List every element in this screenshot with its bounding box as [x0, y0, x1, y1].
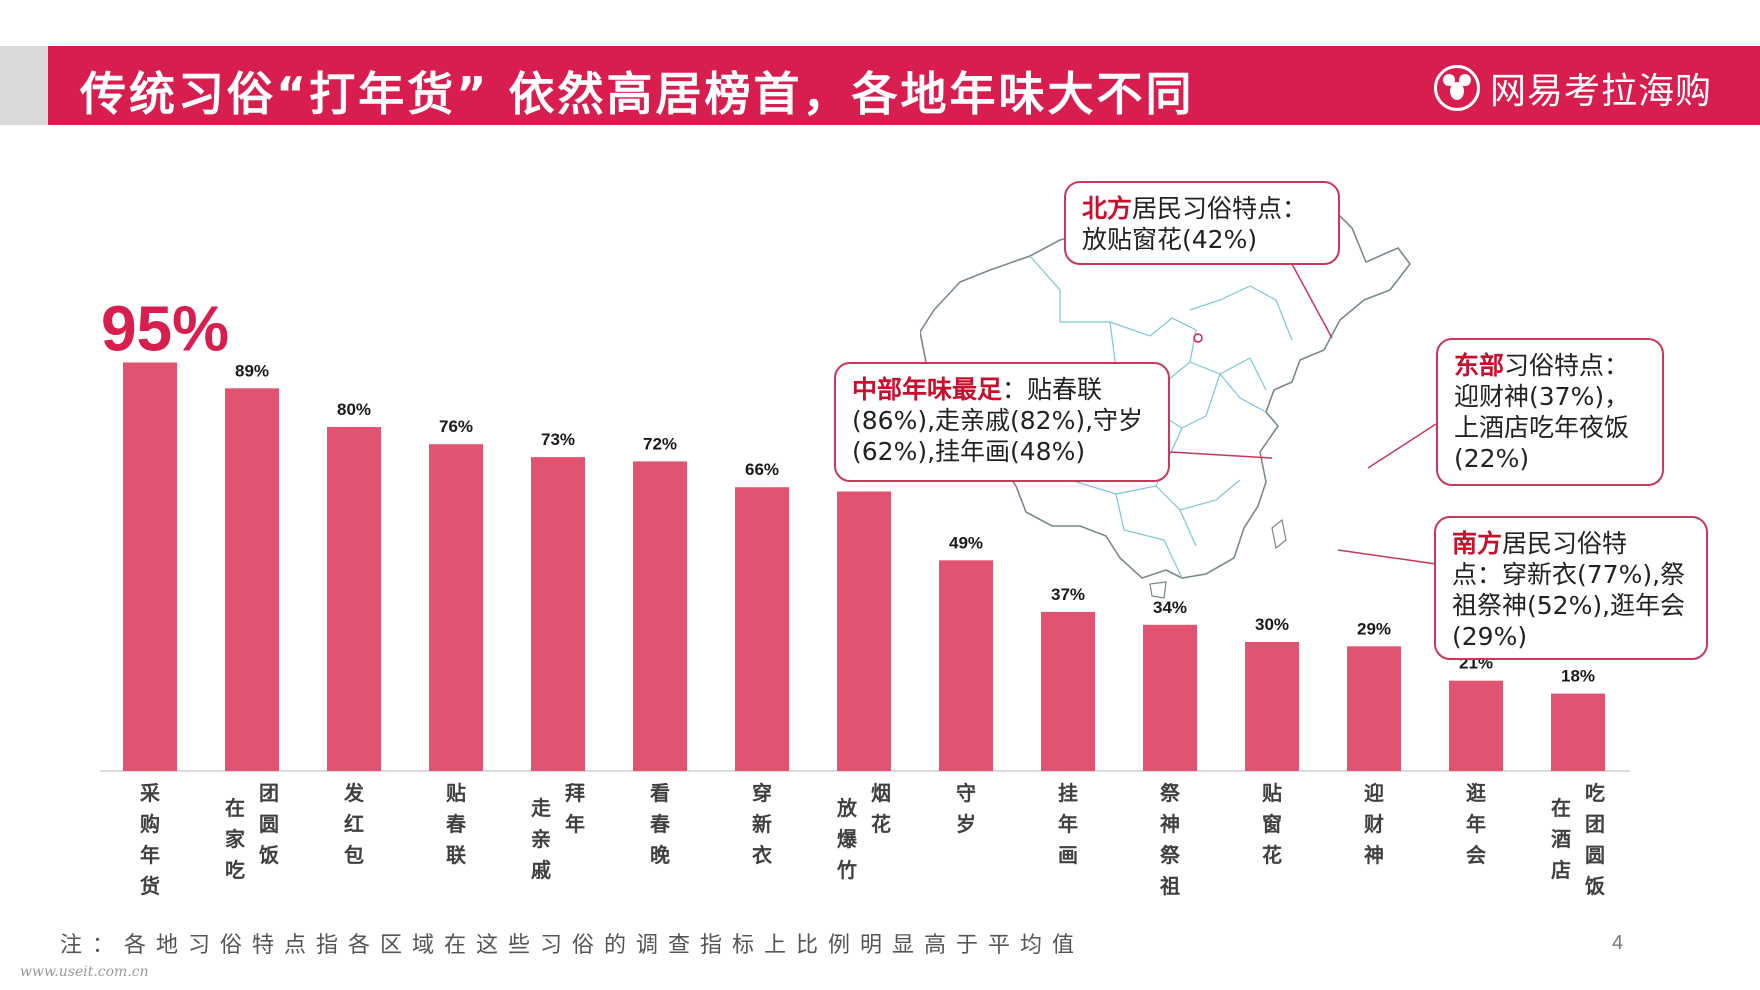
bar-8	[939, 560, 993, 771]
taiwan-outline	[1271, 518, 1287, 550]
category-label-5-0: 看春晚	[649, 781, 671, 867]
value-label-6: 66%	[745, 460, 779, 479]
hainan-outline	[1149, 581, 1167, 599]
callout-central-text3: (62%),挂年画(48%)	[852, 437, 1086, 466]
category-label-2-0: 发红包	[343, 781, 365, 867]
category-label-1-1: 在家吃	[225, 796, 246, 882]
bar-0	[123, 362, 177, 771]
south-connector	[1337, 549, 1437, 565]
category-label-8-0: 守岁	[956, 781, 976, 836]
category-label-4-1: 走亲戚	[531, 796, 551, 882]
callout-south: 南方居民习俗特 点：穿新衣(77%),祭 祖祭神(52%),逛年会 (29%)	[1434, 516, 1708, 660]
category-label-9-0: 挂年画	[1058, 781, 1078, 867]
watermark: www.useit.com.cn	[20, 964, 149, 980]
category-label-14-0: 吃团圆饭	[1585, 781, 1605, 898]
category-label-14-1: 在酒店	[1551, 796, 1571, 882]
bar-14	[1551, 693, 1605, 771]
bar-1	[225, 388, 279, 771]
value-label-10: 34%	[1153, 598, 1187, 617]
category-label-4-0: 拜年	[565, 781, 585, 836]
page-title: 传统习俗“打年货” 依然高居榜首，各地年味大不同	[80, 67, 1195, 121]
value-label-4: 73%	[541, 430, 575, 449]
category-label-7-1: 放爆竹	[836, 796, 858, 882]
callout-north: 北方居民习俗特点： 放贴窗花(42%)	[1064, 181, 1340, 265]
callout-south-text4: (29%)	[1452, 622, 1528, 651]
bar-6	[735, 487, 789, 771]
callout-east-text3: 上酒店吃年夜饭	[1454, 413, 1630, 442]
callout-east-highlight: 东部	[1454, 351, 1505, 380]
category-label-1-0: 团圆饭	[259, 781, 279, 867]
callout-east: 东部习俗特点： 迎财神(37%)， 上酒店吃年夜饭 (22%)	[1436, 338, 1664, 486]
footnote: 注：各地习俗特点指各区域在这些习俗的调查指标上比例明显高于平均值	[60, 933, 1085, 958]
callout-north-text1: 居民习俗特点：	[1132, 194, 1308, 223]
callout-south-text1: 居民习俗特	[1502, 529, 1628, 558]
callout-east-text4: (22%)	[1454, 444, 1530, 473]
callout-south-text2: 点：穿新衣(77%),祭	[1452, 560, 1686, 589]
bar-3	[429, 444, 483, 771]
bar-10	[1143, 624, 1197, 771]
brand-name: 网易考拉海购	[1489, 71, 1712, 112]
brand: 网易考拉海购	[1433, 62, 1712, 114]
category-label-12-0: 迎财神	[1364, 781, 1384, 867]
value-label-8: 49%	[949, 533, 983, 552]
value-label-9: 37%	[1051, 585, 1085, 604]
callout-south-text3: 祖祭神(52%),逛年会	[1452, 591, 1686, 620]
value-label-1: 89%	[235, 361, 269, 380]
north-connector	[1291, 263, 1333, 339]
category-label-7-0: 烟花	[871, 781, 891, 836]
callout-central-highlight: 中部年味最足	[852, 375, 1003, 404]
central-connector	[1169, 451, 1273, 459]
beijing-marker	[1193, 333, 1203, 343]
bar-2	[327, 427, 381, 771]
callout-central-text2: (86%),走亲戚(82%),守岁	[852, 406, 1144, 435]
callout-central: 中部年味最足：贴春联 (86%),走亲戚(82%),守岁 (62%),挂年画(4…	[834, 362, 1170, 482]
value-label-0: 95%	[101, 293, 229, 365]
value-label-5: 72%	[643, 434, 677, 453]
bar-11	[1245, 642, 1299, 771]
koala-logo-icon	[1433, 65, 1480, 111]
category-label-11-0: 贴窗花	[1262, 781, 1282, 867]
category-label-3-0: 贴春联	[445, 781, 467, 867]
category-label-6-0: 穿新衣	[752, 781, 772, 867]
category-label-0-0: 采购年货	[140, 781, 160, 898]
bar-5	[633, 461, 687, 771]
callout-east-text1: 习俗特点：	[1504, 351, 1630, 380]
callout-south-highlight: 南方	[1452, 529, 1503, 558]
bar-12	[1347, 646, 1401, 771]
value-label-3: 76%	[439, 417, 473, 436]
callout-central-text1: ：贴春联	[1002, 375, 1103, 404]
bar-4	[531, 457, 585, 771]
callout-north-text2: 放贴窗花(42%)	[1082, 225, 1258, 254]
title-accent	[0, 46, 48, 125]
page-number: 4	[1612, 932, 1624, 954]
callout-north-highlight: 北方	[1082, 194, 1133, 223]
bar-13	[1449, 680, 1503, 771]
value-label-2: 80%	[337, 400, 371, 419]
bar-9	[1041, 611, 1095, 771]
value-label-11: 30%	[1255, 615, 1289, 634]
value-label-14: 18%	[1561, 667, 1595, 686]
value-label-12: 29%	[1357, 619, 1391, 638]
bar-7	[837, 491, 891, 771]
callout-east-text2: 迎财神(37%)，	[1454, 382, 1630, 411]
category-label-10-0: 祭神祭祖	[1159, 781, 1181, 898]
category-label-13-0: 逛年会	[1466, 781, 1486, 867]
east-connector	[1367, 423, 1437, 469]
